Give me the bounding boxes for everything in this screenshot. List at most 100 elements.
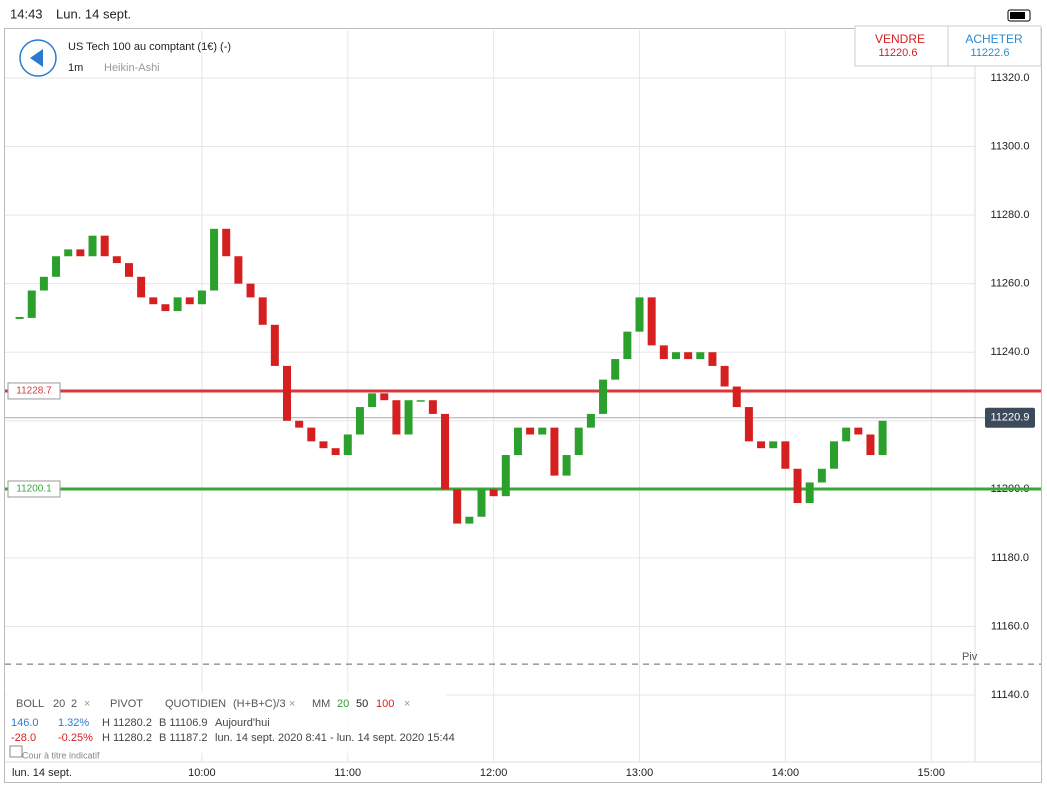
back-arrow [30, 49, 43, 67]
candle [76, 249, 85, 257]
candle [392, 400, 401, 435]
candle [744, 407, 753, 442]
level-badge [7, 480, 61, 498]
candle [866, 434, 875, 456]
candle [295, 420, 304, 428]
y-tick-label: 11260.0 [991, 278, 1030, 290]
candle [137, 276, 146, 298]
y-tick-label: 11280.0 [991, 209, 1030, 221]
indicator-name[interactable]: PIVOT [110, 698, 143, 710]
candle [586, 413, 595, 428]
candle [161, 304, 170, 312]
candle [878, 420, 887, 456]
candle [124, 263, 133, 277]
candle [355, 407, 364, 435]
candle [210, 228, 219, 291]
indicator-panel [6, 693, 446, 753]
status-time: 14:43 [10, 6, 43, 21]
candle [538, 427, 547, 435]
sell-price[interactable]: 11220.6 [879, 47, 918, 59]
x-tick-label: 12:00 [480, 767, 508, 779]
y-tick-label: 11140.0 [991, 689, 1029, 701]
candle [562, 455, 571, 476]
candle [805, 482, 814, 504]
candle [781, 441, 790, 469]
y-tick-label: 11320.0 [991, 72, 1030, 84]
interval: 1m [68, 62, 83, 74]
candle [428, 400, 437, 414]
candle [696, 352, 705, 360]
candle [270, 324, 279, 366]
candle [659, 345, 668, 360]
candle [222, 228, 231, 257]
candle [185, 297, 194, 305]
candle [550, 427, 559, 476]
candle [599, 379, 608, 414]
candle [817, 468, 826, 483]
x-tick-label: 15:00 [917, 767, 945, 779]
stat-value: -28.0 [11, 732, 36, 744]
candle [27, 290, 36, 318]
x-tick-label: 13:00 [626, 767, 654, 779]
stat-value: B 11187.2 [159, 732, 208, 744]
x-tick-label: 14:00 [772, 767, 800, 779]
indicator-param: 100 [376, 698, 394, 710]
candle [574, 427, 583, 456]
chart-style[interactable]: Heikin-Ashi [104, 62, 160, 74]
current-price-label: 11220.9 [991, 412, 1030, 424]
candle [635, 297, 644, 332]
candle [441, 413, 450, 490]
candle [88, 235, 97, 257]
candle [623, 331, 632, 360]
candle [380, 393, 389, 401]
buy-price[interactable]: 11222.6 [971, 47, 1010, 59]
candle [307, 427, 316, 442]
candle [246, 283, 255, 298]
candle [708, 352, 717, 366]
candle [343, 434, 352, 456]
candle [793, 468, 802, 504]
y-tick-label: 11300.0 [991, 140, 1030, 152]
candle [854, 427, 863, 435]
x-tick-label: 11:00 [334, 767, 361, 779]
stat-value: -0.25% [58, 732, 93, 744]
candle [416, 400, 425, 402]
candle [465, 516, 474, 524]
level-badge [7, 382, 61, 400]
candle [829, 441, 838, 469]
candle [319, 441, 328, 449]
candle [64, 249, 73, 257]
remove-icon: × [84, 698, 90, 710]
stat-value: lun. 14 sept. 2020 8:41 - lun. 14 sept. … [215, 732, 455, 744]
indicator-name[interactable]: MM [312, 698, 330, 710]
indicator-param: (H+B+C)/3 [233, 698, 286, 710]
candle [368, 393, 377, 408]
candle [732, 386, 741, 408]
candle [39, 276, 48, 291]
candle [404, 400, 413, 435]
candle [513, 427, 522, 456]
candle [331, 448, 340, 456]
candle [258, 297, 267, 325]
remove-icon: × [404, 698, 410, 710]
candle [647, 297, 656, 346]
level-label: 11200.1 [16, 484, 52, 495]
stat-value: 146.0 [11, 717, 39, 729]
sell-label[interactable]: VENDRE [875, 32, 925, 46]
indicator-param: QUOTIDIEN [165, 698, 226, 710]
candle [769, 441, 778, 449]
candle [234, 256, 243, 284]
candle [453, 489, 462, 524]
candle [671, 352, 680, 360]
indicator-param: 20 [337, 698, 349, 710]
indicator-name[interactable]: BOLL [16, 698, 44, 710]
stat-value: B 11106.9 [159, 717, 208, 729]
candle [149, 297, 158, 305]
stat-value: H 11280.2 [102, 717, 152, 729]
buy-label[interactable]: ACHETER [965, 32, 1023, 46]
candle [501, 455, 510, 497]
instrument-title: US Tech 100 au comptant (1€) (-) [68, 41, 231, 53]
candle [477, 489, 486, 517]
remove-icon: × [289, 698, 295, 710]
